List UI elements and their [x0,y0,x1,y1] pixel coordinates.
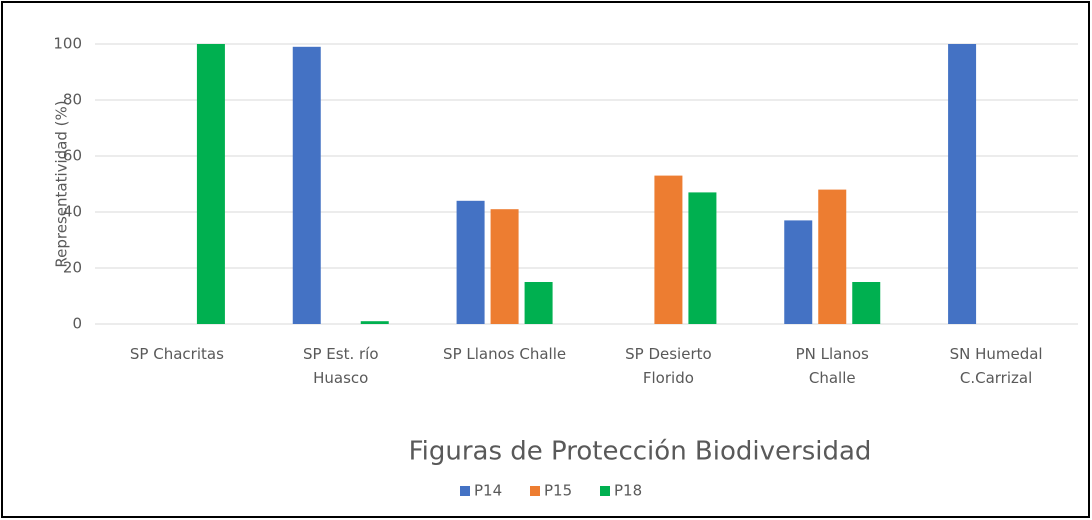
y-tick-label: 80 [63,91,82,109]
bar [654,175,683,324]
x-tick-label: SP Chacritas [129,345,224,363]
x-axis-label: Figuras de Protección Biodiversidad [409,437,872,467]
x-tick-label: PN Llanos Challe [795,345,869,387]
x-tick-label: SP Desierto Florido [625,345,712,387]
bar [360,321,389,324]
bar [688,192,717,324]
legend-swatch [460,486,470,496]
bar [818,189,847,324]
legend-swatch [600,486,610,496]
bar [784,220,813,324]
x-tick-label: SP Est. río Huasco [302,345,379,387]
y-tick-label: 20 [63,259,82,277]
y-tick-label: 0 [72,315,82,333]
legend-label: P15 [544,482,572,500]
y-axis-label: Representatividad (%) [53,100,71,267]
bar [292,46,321,325]
x-tick-label: SP Llanos Challe [443,345,567,363]
bar [196,44,225,324]
x-tick-label: SN Humedal C.Carrizal [949,345,1043,387]
bar [852,282,881,324]
legend-label: P14 [474,482,502,500]
y-tick-label: 40 [63,203,82,221]
bar [524,282,553,324]
bar [948,44,977,324]
legend-label: P18 [614,482,642,500]
y-tick-label: 100 [53,35,82,53]
bar [490,209,519,324]
legend-swatch [530,486,540,496]
bar [456,200,485,324]
y-tick-label: 60 [63,147,82,165]
